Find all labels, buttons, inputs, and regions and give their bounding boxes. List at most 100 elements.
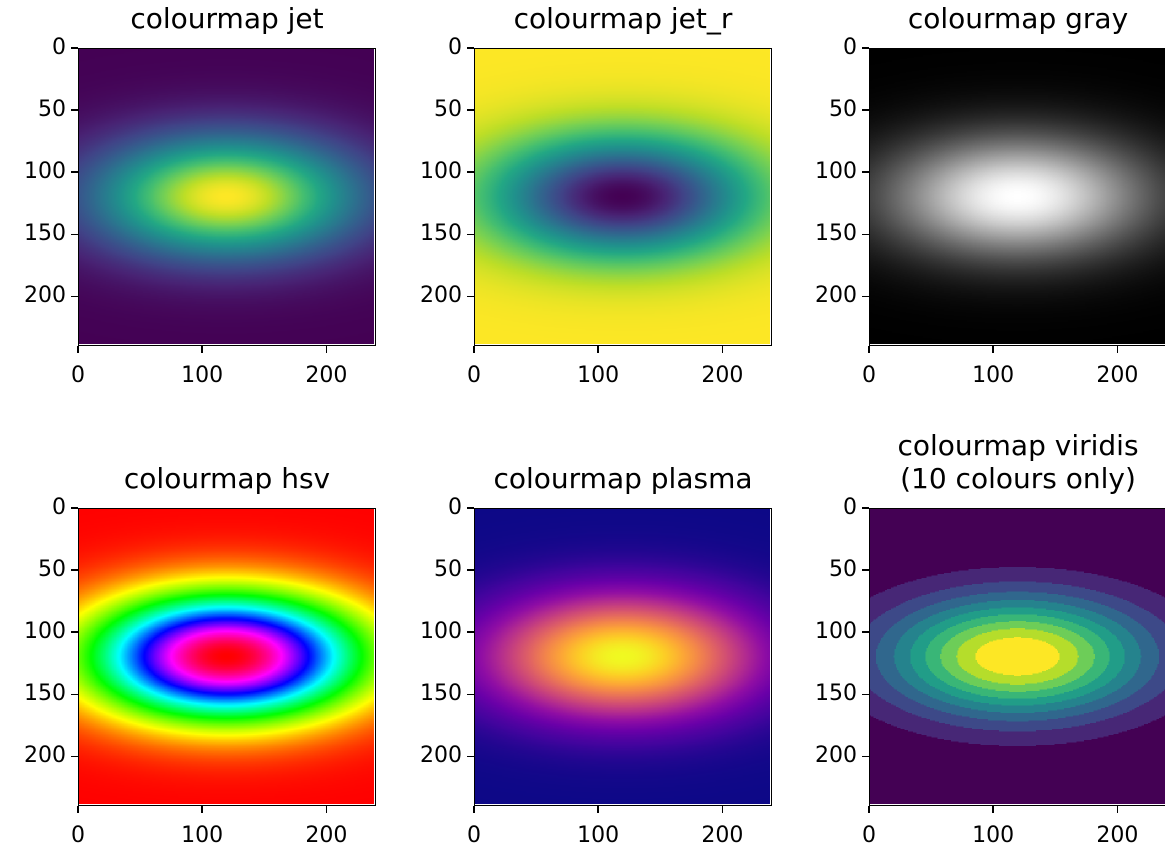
panel-title: colourmap viridis (10 colours only) — [839, 429, 1165, 495]
y-tick-mark — [467, 47, 474, 49]
y-tick-label: 200 — [24, 283, 66, 309]
heatmap-plot-area — [78, 48, 376, 346]
x-tick-label: 200 — [305, 823, 348, 848]
y-tick-label: 150 — [420, 681, 462, 707]
x-tick-mark — [473, 346, 475, 353]
x-tick-label: 100 — [181, 363, 224, 388]
y-tick-label: 200 — [420, 283, 462, 309]
y-tick-mark — [71, 755, 78, 758]
y-tick-mark — [71, 569, 78, 571]
heatmap-plot-area — [474, 48, 772, 346]
y-tick-label: 100 — [24, 619, 66, 645]
panel-title-line: colourmap jet_r — [513, 2, 733, 35]
y-tick-label: 200 — [420, 743, 462, 769]
heatmap-plot-area — [474, 508, 772, 806]
x-tick-mark — [77, 806, 79, 813]
x-tick-label: 0 — [467, 363, 481, 388]
y-tick-label: 0 — [52, 495, 66, 520]
y-tick-mark — [71, 693, 78, 695]
y-tick-label: 50 — [829, 97, 857, 123]
x-tick-label: 100 — [972, 363, 1015, 388]
y-tick-mark — [71, 109, 78, 111]
heatmap-panel-5: colourmap plasma 0 50 100 150 200 0 100 200 — [420, 462, 772, 847]
y-tick-mark — [71, 171, 78, 173]
x-tick-mark — [992, 806, 994, 813]
heatmap-plot-area — [869, 48, 1165, 346]
y-tick-mark — [862, 755, 869, 758]
heatmap-plot-area — [869, 508, 1165, 806]
y-tick-mark — [71, 47, 78, 49]
heatmap-panel-4: colourmap hsv 0 50 100 150 200 0 100 200 — [24, 462, 376, 847]
y-tick-label: 150 — [24, 221, 66, 247]
x-tick-mark — [597, 346, 599, 353]
x-tick-label: 200 — [701, 823, 744, 848]
y-tick-label: 0 — [52, 35, 66, 60]
x-tick-mark — [721, 346, 724, 353]
y-tick-mark — [862, 693, 869, 695]
y-tick-label: 100 — [815, 159, 857, 185]
y-tick-label: 0 — [448, 35, 462, 60]
y-tick-mark — [862, 171, 869, 173]
x-tick-mark — [201, 806, 203, 813]
y-tick-mark — [467, 109, 474, 111]
x-tick-mark — [325, 806, 328, 813]
heatmap-panel-3: colourmap gray 0 50 100 150 200 0 100 200 — [815, 2, 1165, 387]
y-tick-label: 100 — [420, 619, 462, 645]
y-tick-mark — [862, 569, 869, 571]
x-tick-label: 0 — [862, 363, 876, 388]
y-tick-mark — [71, 233, 78, 235]
x-tick-label: 0 — [467, 823, 481, 848]
x-tick-label: 200 — [701, 363, 744, 388]
x-tick-label: 200 — [1096, 363, 1139, 388]
x-tick-mark — [1116, 346, 1119, 353]
x-tick-mark — [721, 806, 724, 813]
y-tick-mark — [467, 755, 474, 758]
x-tick-mark — [201, 346, 203, 353]
heatmap-image — [79, 509, 374, 804]
y-tick-label: 150 — [815, 681, 857, 707]
x-tick-label: 100 — [972, 823, 1015, 848]
panel-title: colourmap jet_r — [444, 2, 802, 35]
panel-title: colourmap gray — [839, 2, 1165, 35]
x-tick-mark — [325, 346, 328, 353]
panel-title: colourmap hsv — [48, 462, 406, 495]
x-tick-mark — [77, 346, 79, 353]
y-tick-label: 50 — [434, 557, 462, 583]
heatmap-panel-2: colourmap jet_r 0 50 100 150 200 0 100 200 — [420, 2, 772, 387]
x-tick-label: 0 — [71, 823, 85, 848]
heatmap-plot-area — [78, 508, 376, 806]
x-tick-mark — [868, 806, 870, 813]
x-tick-label: 100 — [577, 823, 620, 848]
panel-title-line: (10 colours only) — [900, 462, 1136, 495]
heatmap-image — [870, 49, 1165, 344]
panel-title-line: colourmap gray — [907, 2, 1129, 35]
x-tick-mark — [597, 806, 599, 813]
panel-title-line: colourmap plasma — [493, 462, 753, 495]
y-tick-mark — [71, 295, 78, 298]
panel-title-line: colourmap viridis — [897, 429, 1139, 462]
x-tick-mark — [868, 346, 870, 353]
heatmap-panel-1: colourmap jet 0 50 100 150 200 0 100 200 — [24, 2, 376, 387]
y-tick-mark — [467, 569, 474, 571]
heatmap-image — [870, 509, 1165, 804]
panel-title-line: colourmap hsv — [123, 462, 331, 495]
y-tick-label: 200 — [24, 743, 66, 769]
y-tick-mark — [71, 507, 78, 509]
y-tick-mark — [862, 109, 869, 111]
y-tick-label: 50 — [38, 97, 66, 123]
y-tick-mark — [862, 631, 869, 633]
y-tick-mark — [862, 47, 869, 49]
x-tick-label: 200 — [305, 363, 348, 388]
x-tick-label: 0 — [71, 363, 85, 388]
x-tick-mark — [992, 346, 994, 353]
y-tick-mark — [467, 507, 474, 509]
panel-title-line: colourmap jet — [130, 2, 324, 35]
y-tick-mark — [862, 507, 869, 509]
heatmap-image — [79, 49, 374, 344]
y-tick-mark — [467, 631, 474, 633]
y-tick-label: 0 — [448, 495, 462, 520]
y-tick-label: 200 — [815, 283, 857, 309]
y-tick-mark — [862, 295, 869, 298]
y-tick-label: 150 — [420, 221, 462, 247]
y-tick-label: 50 — [434, 97, 462, 123]
